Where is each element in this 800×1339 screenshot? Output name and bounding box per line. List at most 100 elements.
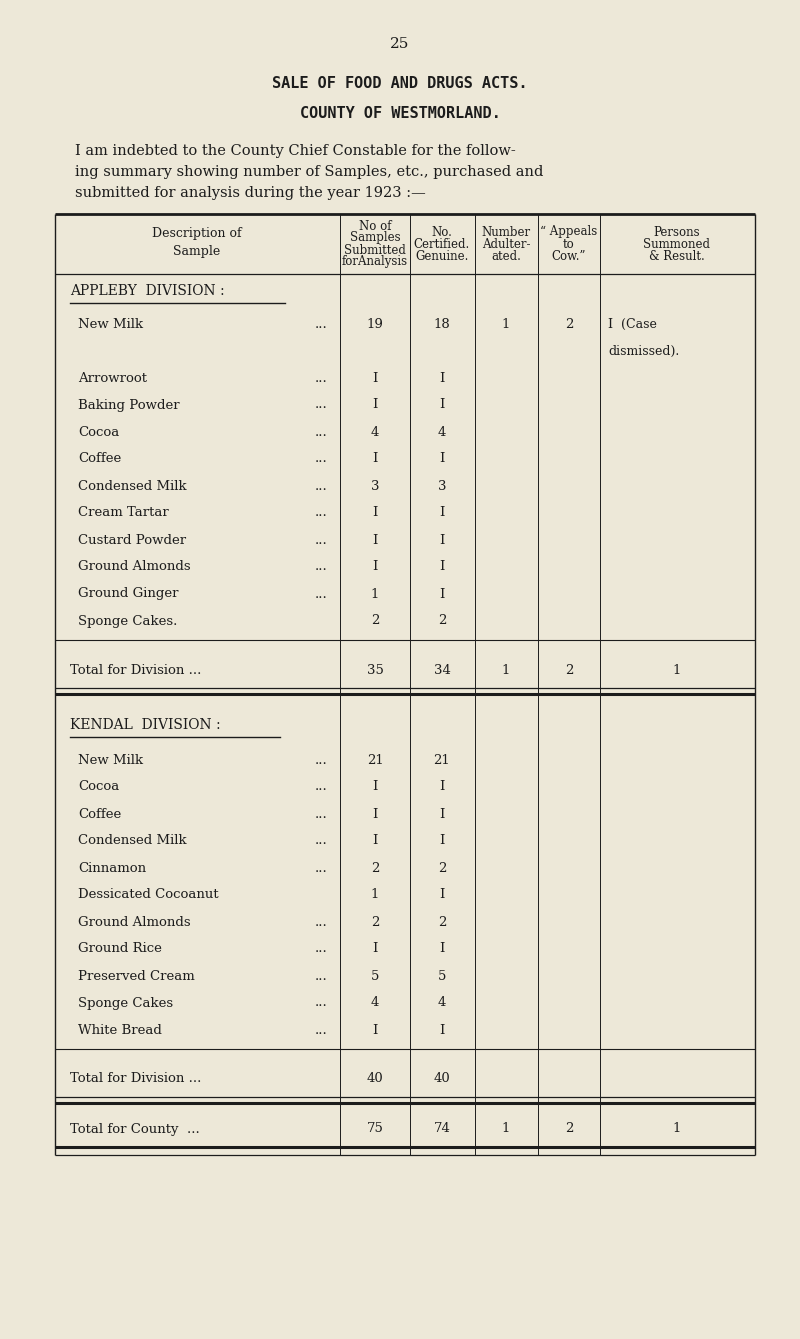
Text: forAnalysis: forAnalysis	[342, 256, 408, 269]
Text: 5: 5	[371, 969, 379, 983]
Text: ...: ...	[315, 506, 328, 520]
Text: submitted for analysis during the year 1923 :—: submitted for analysis during the year 1…	[75, 186, 426, 200]
Text: Total for County  ...: Total for County ...	[70, 1122, 200, 1135]
Text: ...: ...	[315, 561, 328, 573]
Text: 1: 1	[371, 889, 379, 901]
Text: Adulter-: Adulter-	[482, 237, 530, 250]
Text: 2: 2	[438, 615, 446, 628]
Text: 25: 25	[390, 37, 410, 51]
Text: I: I	[439, 506, 445, 520]
Text: 75: 75	[366, 1122, 383, 1135]
Text: I  (Case: I (Case	[608, 317, 657, 331]
Text: 1: 1	[673, 1122, 681, 1135]
Text: Genuine.: Genuine.	[415, 249, 469, 262]
Text: Condensed Milk: Condensed Milk	[78, 479, 186, 493]
Text: 4: 4	[438, 996, 446, 1010]
Text: I am indebted to the County Chief Constable for the follow-: I am indebted to the County Chief Consta…	[75, 145, 516, 158]
Text: Preserved Cream: Preserved Cream	[78, 969, 194, 983]
Text: Sponge Cakes.: Sponge Cakes.	[78, 615, 178, 628]
Text: ...: ...	[315, 371, 328, 384]
Text: ...: ...	[315, 399, 328, 411]
Text: 2: 2	[371, 861, 379, 874]
Text: Ground Almonds: Ground Almonds	[78, 916, 190, 928]
Text: I: I	[439, 399, 445, 411]
Text: I: I	[439, 371, 445, 384]
Text: Baking Powder: Baking Powder	[78, 399, 180, 411]
Text: 2: 2	[565, 317, 573, 331]
Text: SALE OF FOOD AND DRUGS ACTS.: SALE OF FOOD AND DRUGS ACTS.	[272, 76, 528, 91]
Text: Number: Number	[482, 225, 530, 238]
Text: Coffee: Coffee	[78, 453, 122, 466]
Text: dismissed).: dismissed).	[608, 344, 679, 358]
Text: & Result.: & Result.	[649, 249, 705, 262]
Text: I: I	[372, 399, 378, 411]
Text: I: I	[439, 588, 445, 600]
Text: 2: 2	[565, 664, 573, 676]
Text: Submitted: Submitted	[344, 244, 406, 257]
Text: 2: 2	[438, 916, 446, 928]
Text: Cow.”: Cow.”	[552, 249, 586, 262]
Text: to: to	[563, 237, 575, 250]
Text: Description of: Description of	[152, 228, 242, 241]
Text: 4: 4	[438, 426, 446, 438]
Text: 2: 2	[371, 615, 379, 628]
Text: 34: 34	[434, 664, 450, 676]
Text: Cinnamon: Cinnamon	[78, 861, 146, 874]
Text: 35: 35	[366, 664, 383, 676]
Text: I: I	[372, 781, 378, 794]
Text: 40: 40	[434, 1073, 450, 1086]
Text: Total for Division ...: Total for Division ...	[70, 664, 202, 676]
Text: Samples: Samples	[350, 232, 400, 245]
Text: Total for Division ...: Total for Division ...	[70, 1073, 202, 1086]
Text: ...: ...	[315, 943, 328, 956]
Text: I: I	[372, 807, 378, 821]
Text: 21: 21	[434, 754, 450, 766]
Text: 1: 1	[502, 317, 510, 331]
Text: Summoned: Summoned	[643, 237, 710, 250]
Text: Persons: Persons	[654, 225, 700, 238]
Text: ...: ...	[315, 533, 328, 546]
Text: Dessicated Cocoanut: Dessicated Cocoanut	[78, 889, 218, 901]
Text: I: I	[439, 1023, 445, 1036]
Text: Arrowroot: Arrowroot	[78, 371, 147, 384]
Text: I: I	[372, 506, 378, 520]
Text: 1: 1	[371, 588, 379, 600]
Text: 2: 2	[438, 861, 446, 874]
Text: 18: 18	[434, 317, 450, 331]
Text: New Milk: New Milk	[78, 754, 143, 766]
Text: No of: No of	[358, 220, 391, 233]
Text: KENDAL  DIVISION :: KENDAL DIVISION :	[70, 718, 221, 732]
Text: I: I	[439, 834, 445, 848]
Text: ...: ...	[315, 916, 328, 928]
Text: Cocoa: Cocoa	[78, 781, 119, 794]
Text: ...: ...	[315, 426, 328, 438]
Text: 3: 3	[370, 479, 379, 493]
Text: 74: 74	[434, 1122, 450, 1135]
Text: I: I	[439, 807, 445, 821]
Text: ...: ...	[315, 588, 328, 600]
Text: COUNTY OF WESTMORLAND.: COUNTY OF WESTMORLAND.	[300, 107, 500, 122]
Text: ated.: ated.	[491, 249, 521, 262]
Text: New Milk: New Milk	[78, 317, 143, 331]
Text: 40: 40	[366, 1073, 383, 1086]
Text: I: I	[372, 1023, 378, 1036]
Text: 1: 1	[502, 664, 510, 676]
Text: 2: 2	[371, 916, 379, 928]
Text: 19: 19	[366, 317, 383, 331]
Text: ...: ...	[315, 754, 328, 766]
Text: 3: 3	[438, 479, 446, 493]
Text: Ground Rice: Ground Rice	[78, 943, 162, 956]
Text: I: I	[439, 889, 445, 901]
Text: I: I	[372, 834, 378, 848]
Text: Certified.: Certified.	[414, 237, 470, 250]
Text: Coffee: Coffee	[78, 807, 122, 821]
Text: I: I	[372, 533, 378, 546]
Text: I: I	[439, 533, 445, 546]
Text: ...: ...	[315, 479, 328, 493]
Text: ...: ...	[315, 317, 328, 331]
Text: Cream Tartar: Cream Tartar	[78, 506, 169, 520]
Text: ...: ...	[315, 807, 328, 821]
Text: No.: No.	[431, 225, 453, 238]
Text: Ground Almonds: Ground Almonds	[78, 561, 190, 573]
Text: 4: 4	[371, 426, 379, 438]
